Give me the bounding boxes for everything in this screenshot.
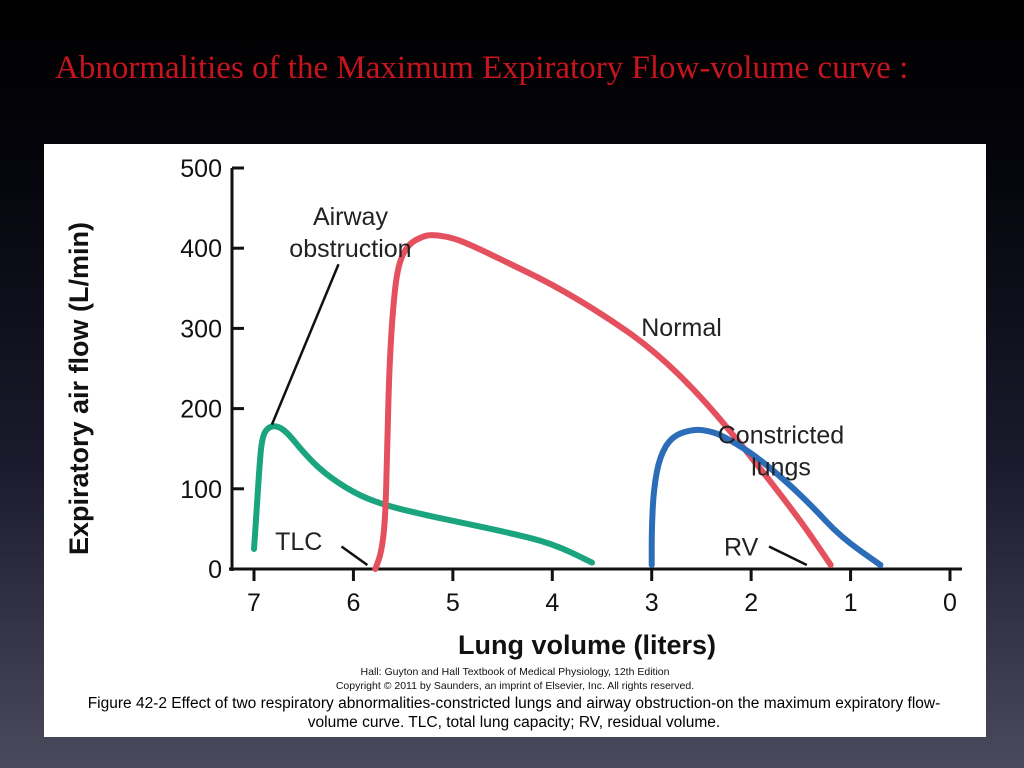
figure-panel: 0 100 200 300 400 500 7 6 5 4 3 2 1 0 Lung volume (lit… [44, 144, 986, 737]
x-tick-label: 7 [247, 589, 261, 617]
series-constricted-lungs-curve [648, 426, 884, 568]
y-tick-label: 400 [180, 235, 222, 263]
x-tick-label: 2 [744, 589, 758, 617]
airway-obstruction-leader-line [270, 263, 340, 426]
credit-line-1: Hall: Guyton and Hall Textbook of Medica… [360, 666, 670, 678]
y-tick-label: 0 [208, 556, 222, 584]
y-tick-label: 200 [180, 396, 222, 424]
annotation-obstruction: obstruction [289, 235, 411, 263]
x-tick-label: 4 [545, 589, 559, 617]
slide-title: Abnormalities of the Maximum Expiratory … [55, 50, 909, 86]
x-tick-label: 5 [446, 589, 460, 617]
annotation-normal: Normal [641, 314, 722, 342]
annotation-rv: RV [724, 534, 759, 562]
y-tick-label: 500 [180, 155, 222, 183]
figure-caption: Figure 42-2 Effect of two respiratory ab… [87, 695, 941, 731]
y-tick-label: 100 [180, 476, 222, 504]
credit-line-2: Copyright © 2011 by Saunders, an imprint… [335, 680, 695, 692]
y-axis-label: Expiratory air flow (L/min) [64, 222, 94, 555]
tlc-leader-line [340, 545, 369, 567]
annotation-tlc: TLC [275, 528, 322, 556]
x-tick-label: 1 [844, 589, 858, 617]
annotation-airway: Airway [313, 203, 389, 231]
series-airway-obstruction-curve [251, 423, 596, 566]
x-tick-label: 3 [645, 589, 659, 617]
y-tick-label: 300 [180, 315, 222, 343]
series-normal-curve [372, 232, 834, 572]
x-tick-label: 6 [346, 589, 360, 617]
flow-volume-chart: 0 100 200 300 400 500 7 6 5 4 3 2 1 0 Lung volume (lit… [64, 155, 962, 660]
annotation-constricted: Constricted [718, 421, 844, 449]
x-axis-label: Lung volume (liters) [458, 630, 716, 660]
annotation-lungs: lungs [751, 453, 811, 481]
x-tick-label: 0 [943, 589, 957, 617]
rv-leader-line [768, 545, 808, 567]
